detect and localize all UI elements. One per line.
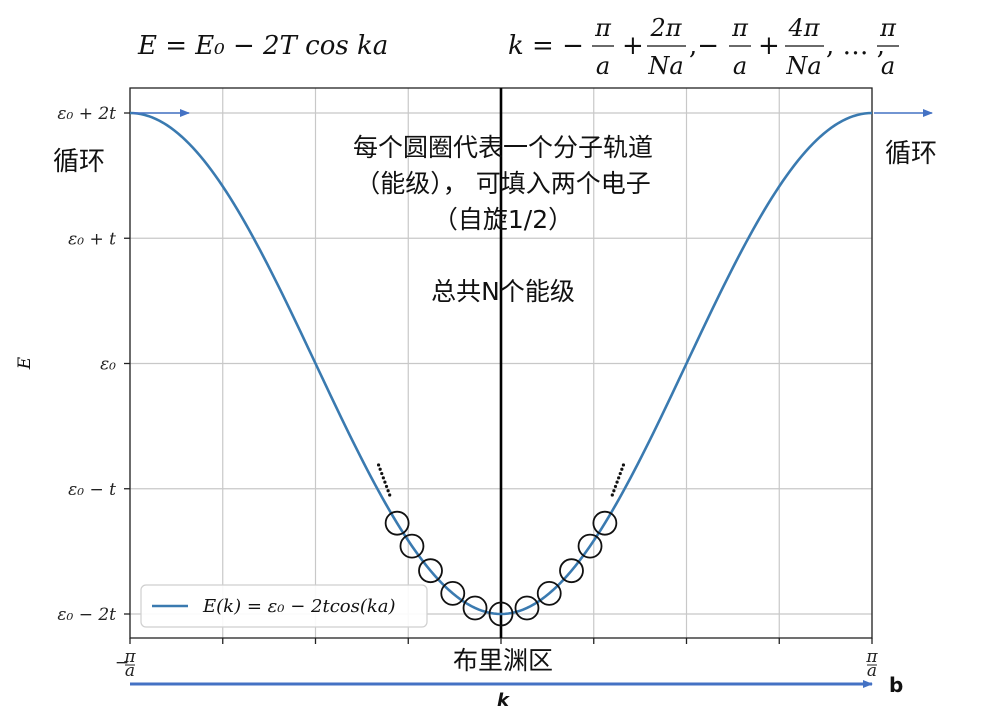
- ellipsis-dot-0-2: [380, 471, 384, 476]
- x-tick-num-1: π: [865, 647, 878, 667]
- k-frac5-den: a: [881, 52, 895, 80]
- ellipsis-dot-1-1: [620, 467, 624, 471]
- ellipsis-dot-1-5: [613, 484, 618, 489]
- orbital-circle-6: [514, 595, 540, 621]
- ellipsis-dot-1-2: [618, 471, 622, 476]
- k-frac5-num: π: [879, 14, 897, 42]
- orbital-circle-8: [559, 558, 584, 584]
- k-frac4-den: Na: [785, 52, 821, 80]
- orbital-circle-7: [536, 580, 562, 606]
- series-energy-curve: [129, 111, 873, 616]
- y-axis-label: E: [15, 356, 35, 370]
- ellipsis-dot-0-3: [381, 476, 385, 480]
- k-ellipsis: , … ,: [826, 31, 885, 61]
- ellipsis-dot-1-0: [621, 463, 626, 467]
- ellipsis-dot-0-1: [378, 467, 382, 471]
- brillouin-zone-label: 布里渊区: [453, 646, 553, 675]
- legend-entry-energy: E(k) = ε₀ − 2tcos(ka): [202, 596, 396, 617]
- y-tick-label-4: ε₀ − 2t: [57, 605, 116, 625]
- ellipsis-dot-0-4: [383, 480, 387, 484]
- orbital-circle-0: [384, 510, 410, 536]
- y-tick-label-3: ε₀ − t: [68, 480, 116, 500]
- k-frac2-num: 2π: [649, 14, 682, 42]
- ellipsis-dot-1-7: [610, 493, 614, 497]
- ellipsis-dot-0-7: [388, 493, 392, 497]
- k-frac3-den: a: [733, 52, 747, 80]
- x-tick-label-1: πa: [865, 647, 878, 681]
- k-frac4-num: 4π: [787, 14, 820, 42]
- k-plus-2: +: [758, 31, 780, 61]
- ellipsis-dot-1-4: [615, 480, 619, 484]
- orbital-circle-9: [577, 533, 603, 559]
- cycle-left-label: 循环: [53, 147, 105, 177]
- x-tick-label-0: −πa: [115, 647, 137, 681]
- orbital-circle-5: [488, 601, 514, 627]
- orbital-circle-2: [418, 558, 443, 584]
- orbital-circles: [384, 510, 618, 627]
- k-values-formula: k = − π a + 2π Na ,− π a + 4π Na , … , π…: [508, 14, 899, 80]
- k-frac2-den: Na: [647, 52, 683, 80]
- orbital-circle-10: [592, 510, 618, 536]
- y-tick-label-0: ε₀ + 2t: [57, 104, 116, 124]
- legend: E(k) = ε₀ − 2tcos(ka): [140, 584, 428, 628]
- ellipsis-dot-0-0: [376, 463, 381, 467]
- x-tick-den-1: a: [867, 661, 877, 681]
- ellipsis-dot-1-3: [617, 476, 621, 480]
- k-formula-prefix: k = −: [508, 31, 584, 61]
- legend-box: [140, 584, 428, 628]
- k-frac1-den: a: [596, 52, 610, 80]
- k-comma-minus: ,−: [689, 31, 719, 61]
- cycle-right-label: 循环: [885, 139, 937, 169]
- orbital-circle-1: [399, 533, 425, 559]
- ellipsis-dot-0-5: [384, 484, 389, 489]
- k-frac3-num: π: [731, 14, 749, 42]
- orbital-circle-4: [462, 595, 488, 621]
- orbital-note-line3: （自旋1/2）: [433, 205, 573, 234]
- y-tick-label-1: ε₀ + t: [68, 229, 116, 249]
- y-tick-label-2: ε₀: [100, 355, 116, 375]
- x-tick-num-0: π: [123, 647, 136, 667]
- total-levels-note: 总共N个能级: [431, 277, 575, 306]
- b-label: b: [889, 673, 903, 697]
- orbital-note-line2: （能级）， 可填入两个电子: [355, 169, 650, 198]
- k-frac1-num: π: [594, 14, 612, 42]
- orbital-note-line1: 每个圆圈代表一个分子轨道: [353, 133, 653, 162]
- x-axis-label: k: [497, 690, 510, 711]
- energy-formula: E = E₀ − 2T cos ka: [137, 31, 388, 61]
- x-tick-sign-0: −: [115, 653, 129, 673]
- k-plus-1: +: [622, 31, 644, 61]
- orbital-circle-3: [440, 580, 466, 606]
- x-tick-den-0: a: [125, 661, 135, 681]
- ellipsis-dot-1-6: [612, 489, 616, 493]
- ellipsis-dots: [376, 463, 626, 497]
- ellipsis-dot-0-6: [386, 489, 390, 493]
